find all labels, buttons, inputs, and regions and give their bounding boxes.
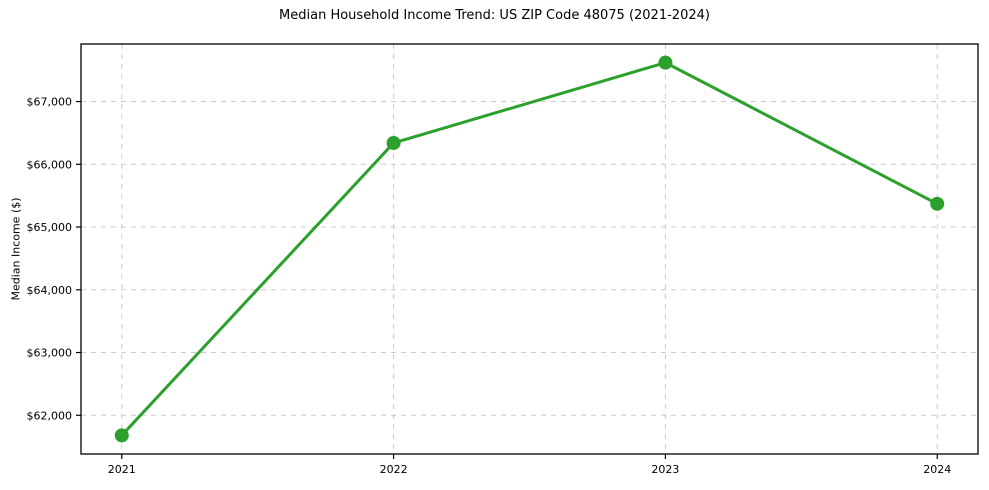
y-tick-label: $65,000	[27, 221, 73, 234]
x-tick-label: 2023	[651, 463, 679, 476]
data-point-marker	[930, 196, 945, 211]
data-point-marker	[114, 428, 129, 443]
y-tick-label: $63,000	[27, 347, 73, 360]
chart-title: Median Household Income Trend: US ZIP Co…	[279, 8, 710, 23]
x-tick-label: 2024	[923, 463, 951, 476]
data-point-marker	[386, 135, 401, 150]
y-tick-label: $66,000	[27, 158, 73, 171]
y-tick-label: $64,000	[27, 284, 73, 297]
y-tick-label: $62,000	[27, 409, 73, 422]
y-tick-label: $67,000	[27, 96, 73, 109]
data-point-marker	[658, 55, 673, 70]
plot-border	[80, 43, 979, 455]
y-axis-label: Median Income ($)	[9, 197, 23, 301]
x-tick-label: 2021	[108, 463, 136, 476]
series-line	[120, 61, 939, 437]
x-tick-label: 2022	[380, 463, 408, 476]
